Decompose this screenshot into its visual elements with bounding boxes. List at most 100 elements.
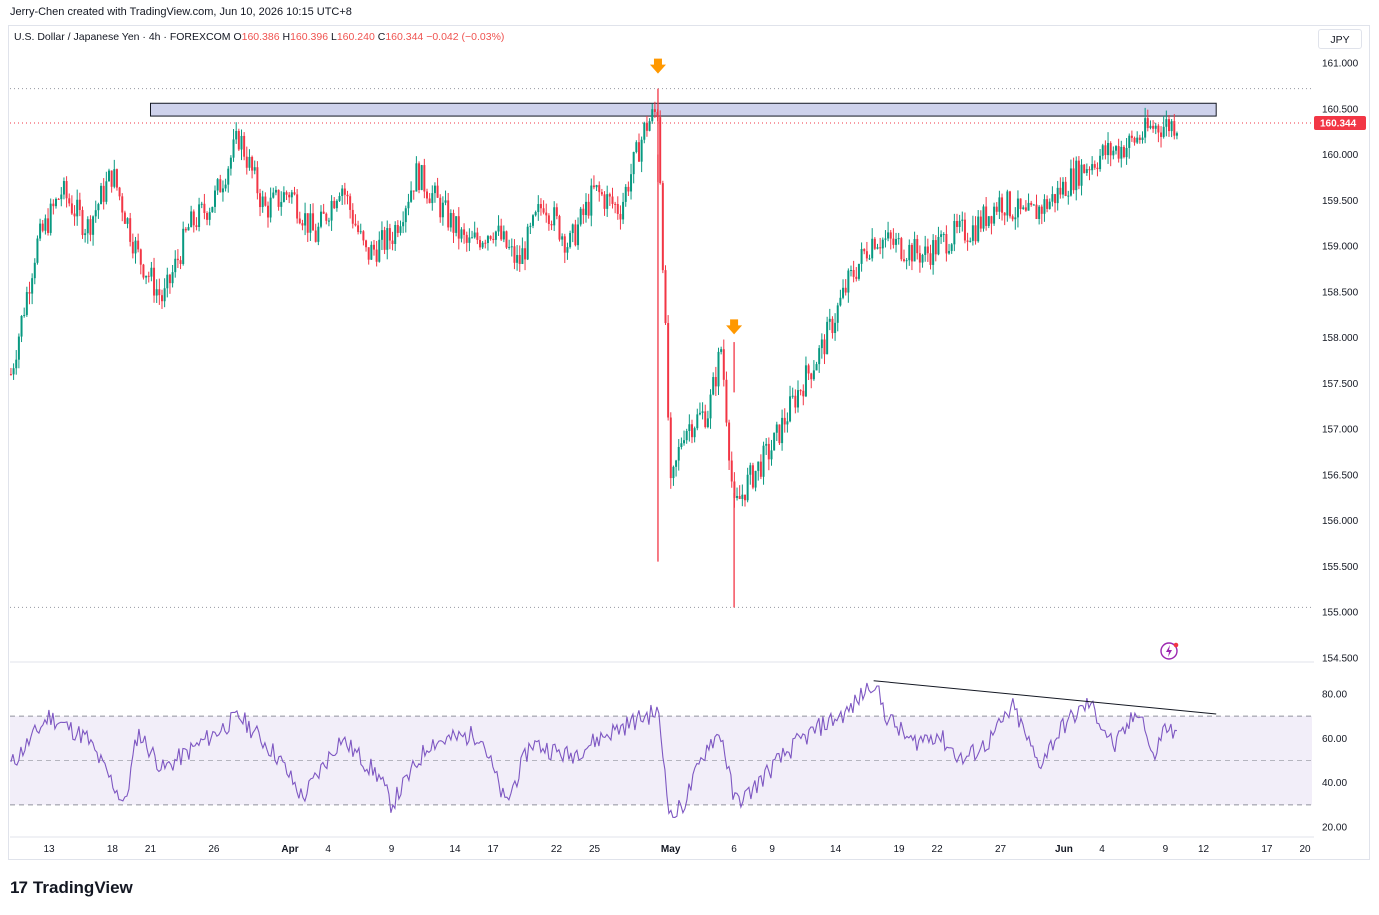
candle-body bbox=[357, 225, 360, 232]
date-tick-label: 14 bbox=[830, 844, 842, 855]
candle-body bbox=[648, 121, 651, 131]
candle-body bbox=[52, 203, 55, 207]
candle-body bbox=[333, 200, 336, 209]
candle-body bbox=[897, 238, 900, 240]
candle-body bbox=[1064, 181, 1067, 196]
date-tick-label: 4 bbox=[325, 844, 331, 855]
candle-body bbox=[314, 230, 317, 242]
candle-body bbox=[945, 234, 948, 254]
candle-body bbox=[282, 192, 285, 202]
candle-body bbox=[1160, 132, 1163, 137]
lightning-icon[interactable] bbox=[1160, 642, 1179, 660]
candle-body bbox=[1038, 206, 1041, 220]
price-axis: 161.000 160.500 160.000 159.500 159.000 158.5… bbox=[1314, 59, 1366, 664]
low-label: L bbox=[330, 31, 337, 43]
date-tick-label: 13 bbox=[43, 844, 55, 855]
candle-body bbox=[57, 198, 60, 200]
rsi-pane bbox=[10, 661, 1314, 818]
candle-body bbox=[516, 255, 519, 263]
candle-body bbox=[958, 220, 961, 227]
candle-body bbox=[993, 206, 996, 224]
candle-body bbox=[444, 200, 447, 203]
candle-body bbox=[547, 215, 550, 225]
candle-body bbox=[1077, 160, 1080, 186]
candle-body bbox=[571, 224, 574, 234]
candle-body bbox=[293, 192, 296, 195]
candle-body bbox=[190, 211, 193, 228]
candle-body bbox=[508, 246, 511, 248]
candle-body bbox=[33, 262, 36, 279]
tradingview-logo[interactable]: 17 TradingView bbox=[10, 878, 133, 898]
candle-body bbox=[1085, 169, 1088, 173]
candle-body bbox=[200, 203, 203, 205]
candle-body bbox=[1149, 125, 1152, 129]
candle-body bbox=[987, 216, 990, 226]
candle-body bbox=[1175, 133, 1178, 136]
candle-body bbox=[44, 218, 47, 231]
last-price-tag-label: 160.344 bbox=[1320, 119, 1357, 130]
candles-layer bbox=[9, 88, 1178, 608]
candle-body bbox=[449, 213, 452, 228]
candle-body bbox=[754, 470, 757, 488]
candle-body bbox=[955, 220, 958, 227]
candle-body bbox=[513, 246, 516, 263]
candle-body bbox=[441, 202, 444, 218]
candle-body bbox=[757, 461, 760, 471]
candle-body bbox=[383, 230, 386, 250]
candle-body bbox=[1008, 191, 1011, 217]
candle-body bbox=[1093, 164, 1096, 168]
candle-body bbox=[799, 390, 802, 392]
candle-body bbox=[635, 142, 638, 153]
candle-body bbox=[447, 200, 450, 228]
candle-body bbox=[852, 269, 855, 277]
candle-body bbox=[1154, 125, 1157, 129]
candle-body bbox=[789, 396, 792, 422]
candle-body bbox=[272, 192, 275, 198]
candle-body bbox=[632, 152, 635, 175]
candle-body bbox=[25, 292, 28, 315]
candle-body bbox=[399, 226, 402, 233]
candle-body bbox=[304, 213, 307, 226]
candle-body bbox=[1069, 168, 1072, 196]
candle-body bbox=[121, 196, 124, 213]
candle-body bbox=[974, 225, 977, 242]
price-tick-label: 156.500 bbox=[1322, 470, 1359, 481]
currency-badge[interactable]: JPY bbox=[1318, 29, 1362, 49]
candle-body bbox=[982, 206, 985, 229]
candle-body bbox=[902, 259, 905, 261]
candle-body bbox=[1136, 137, 1139, 143]
rsi-axis: 80.00 60.00 40.00 20.00 bbox=[1322, 690, 1347, 834]
candle-body bbox=[916, 238, 919, 254]
change-value: −0.042 (−0.03%) bbox=[426, 31, 505, 43]
candle-body bbox=[502, 231, 505, 240]
candle-body bbox=[865, 251, 868, 259]
candle-body bbox=[208, 212, 211, 220]
candle-body bbox=[741, 494, 744, 499]
candle-body bbox=[288, 194, 291, 198]
candle-body bbox=[887, 232, 890, 239]
candle-body bbox=[892, 238, 895, 245]
date-tick-label: 18 bbox=[107, 844, 119, 855]
candle-body bbox=[683, 440, 686, 444]
candle-body bbox=[39, 223, 42, 239]
candle-body bbox=[966, 240, 969, 242]
candle-body bbox=[773, 432, 776, 451]
candle-body bbox=[818, 348, 821, 365]
candle-body bbox=[153, 267, 156, 296]
candle-body bbox=[266, 205, 269, 218]
price-tick-label: 158.500 bbox=[1322, 287, 1359, 298]
candle-body bbox=[524, 248, 527, 260]
candle-body bbox=[526, 226, 529, 260]
candle-body bbox=[640, 139, 643, 162]
candle-body bbox=[1046, 199, 1049, 209]
candle-body bbox=[775, 424, 778, 433]
candle-body bbox=[259, 193, 262, 208]
candle-body bbox=[942, 234, 945, 236]
candle-body bbox=[1144, 118, 1147, 138]
candle-body bbox=[17, 336, 20, 360]
candle-body bbox=[436, 185, 439, 198]
candle-body bbox=[998, 197, 1001, 212]
candle-body bbox=[23, 314, 26, 316]
candle-body bbox=[1080, 164, 1083, 186]
